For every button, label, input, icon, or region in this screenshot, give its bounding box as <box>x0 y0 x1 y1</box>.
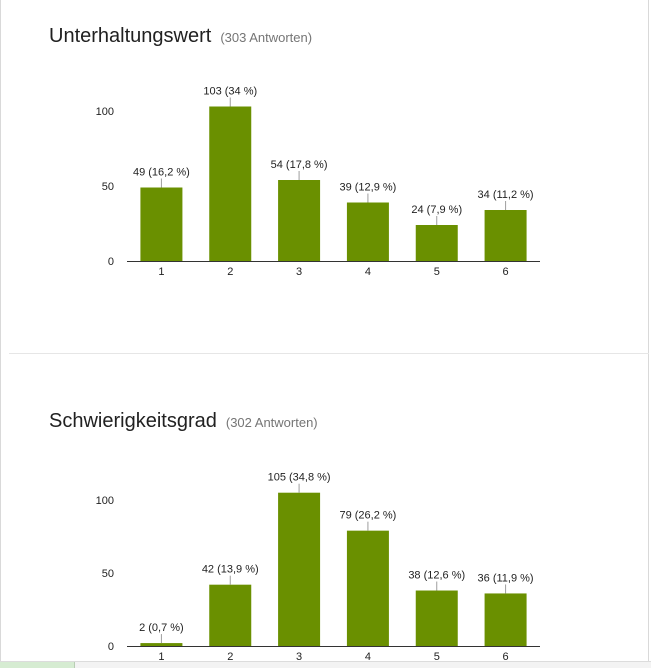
bar <box>346 530 389 646</box>
x-tick-label: 4 <box>365 651 371 663</box>
data-label: 49 (16,2 %) <box>133 167 190 179</box>
y-tick-label: 0 <box>108 256 114 268</box>
data-label: 39 (12,9 %) <box>339 182 396 194</box>
x-tick-label: 3 <box>296 266 302 278</box>
bar <box>278 492 321 646</box>
bar <box>140 643 183 646</box>
question-title: Unterhaltungswert <box>49 25 212 47</box>
bar <box>415 225 458 261</box>
question-title: Schwierigkeitsgrad <box>49 410 217 432</box>
data-label: 38 (12,6 %) <box>408 570 465 582</box>
bar <box>484 210 527 261</box>
x-tick-label: 5 <box>434 651 440 663</box>
x-tick-label: 1 <box>158 651 164 663</box>
question-card-difficulty: Schwierigkeitsgrad (302 Antworten) <box>9 354 649 667</box>
response-count: (302 Antworten) <box>225 415 318 430</box>
x-tick-label: 2 <box>227 651 233 663</box>
card-divider <box>9 353 649 354</box>
x-tick-label: 2 <box>227 266 233 278</box>
data-label: 36 (11,9 %) <box>478 572 534 584</box>
y-tick-label: 100 <box>96 106 114 118</box>
x-tick-label: 1 <box>158 266 164 278</box>
bar <box>484 593 527 646</box>
bar <box>140 187 183 261</box>
data-label: 2 (0,7 %) <box>139 622 184 634</box>
data-label: 34 (11,2 %) <box>478 189 534 201</box>
bar <box>346 202 389 261</box>
data-label: 42 (13,9 %) <box>202 564 259 576</box>
data-label: 103 (34 %) <box>203 86 257 98</box>
x-tick-label: 6 <box>503 266 509 278</box>
data-label: 54 (17,8 %) <box>271 159 328 171</box>
x-tick-label: 5 <box>434 266 440 278</box>
y-tick-label: 50 <box>102 181 114 193</box>
bar-chart-entertainment: 0 50 100 49 (16,2 %) 1 103 (34 %) 2 54 (17,8 %)… <box>96 86 540 278</box>
x-tick-label: 6 <box>503 651 509 663</box>
question-header: Unterhaltungswert (303 Antworten) <box>49 25 312 48</box>
data-label: 24 (7,9 %) <box>411 204 462 216</box>
data-label: 105 (34,8 %) <box>268 472 331 484</box>
data-label: 79 (26,2 %) <box>339 510 396 522</box>
response-count: (303 Antworten) <box>220 30 313 45</box>
bar <box>278 180 321 261</box>
question-card-entertainment: Unterhaltungswert (303 Antworten) <box>9 0 649 353</box>
bar <box>415 590 458 646</box>
bar <box>209 584 252 646</box>
bar <box>209 106 252 261</box>
x-tick-label: 4 <box>365 266 371 278</box>
taskbar-segment <box>0 662 75 668</box>
x-tick-label: 3 <box>296 651 302 663</box>
y-tick-label: 100 <box>96 495 114 507</box>
y-tick-label: 0 <box>108 641 114 653</box>
window-bottom-strip <box>0 661 651 668</box>
y-tick-label: 50 <box>102 568 114 580</box>
question-header: Schwierigkeitsgrad (302 Antworten) <box>49 410 318 433</box>
